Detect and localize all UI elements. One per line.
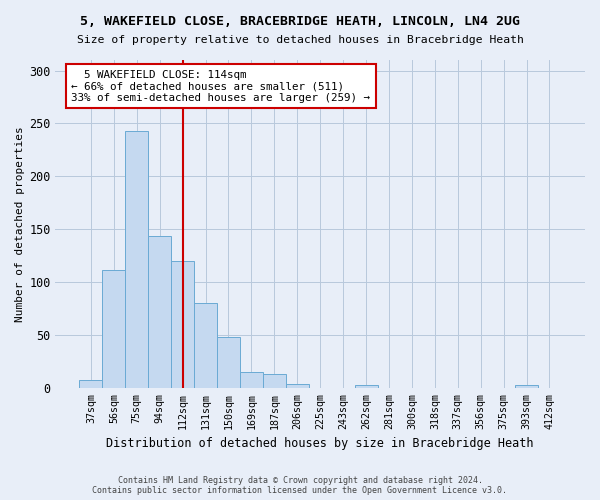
- Bar: [148, 236, 171, 388]
- Text: 5 WAKEFIELD CLOSE: 114sqm
← 66% of detached houses are smaller (511)
33% of semi: 5 WAKEFIELD CLOSE: 114sqm ← 66% of detac…: [71, 70, 370, 103]
- Bar: [286, 384, 309, 388]
- X-axis label: Distribution of detached houses by size in Bracebridge Heath: Distribution of detached houses by size …: [106, 437, 534, 450]
- Bar: [515, 384, 538, 388]
- Bar: [171, 261, 194, 388]
- Text: 5, WAKEFIELD CLOSE, BRACEBRIDGE HEATH, LINCOLN, LN4 2UG: 5, WAKEFIELD CLOSE, BRACEBRIDGE HEATH, L…: [80, 15, 520, 28]
- Text: Size of property relative to detached houses in Bracebridge Heath: Size of property relative to detached ho…: [77, 35, 523, 45]
- Bar: [263, 374, 286, 388]
- Bar: [125, 131, 148, 388]
- Bar: [355, 384, 377, 388]
- Text: Contains HM Land Registry data © Crown copyright and database right 2024.
Contai: Contains HM Land Registry data © Crown c…: [92, 476, 508, 495]
- Bar: [240, 372, 263, 388]
- Bar: [217, 337, 240, 388]
- Y-axis label: Number of detached properties: Number of detached properties: [15, 126, 25, 322]
- Bar: [194, 303, 217, 388]
- Bar: [103, 270, 125, 388]
- Bar: [79, 380, 103, 388]
